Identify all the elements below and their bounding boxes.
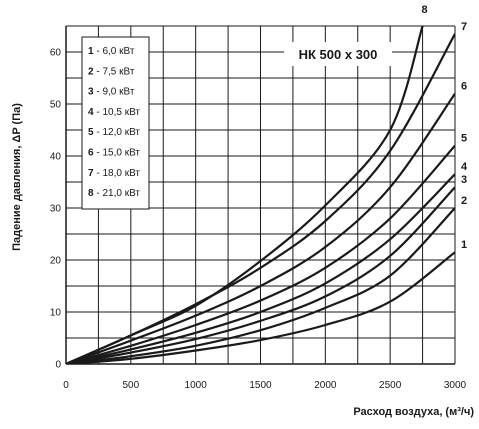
curve-label-4: 4 bbox=[461, 161, 468, 173]
curve-label-5: 5 bbox=[461, 133, 467, 145]
curve-label-2: 2 bbox=[461, 195, 467, 207]
y-tick-label: 50 bbox=[50, 100, 62, 111]
x-tick-label: 2500 bbox=[379, 380, 402, 391]
x-tick-label: 500 bbox=[122, 380, 139, 391]
series-line-8 bbox=[66, 26, 424, 364]
series-line-6 bbox=[66, 92, 455, 364]
tick-labels: 0 500 1000 1500 2000 2500 3000 0 10 20 30 40 50 60 bbox=[50, 48, 467, 392]
legend-entry-6: 6 - 15,0 кВт bbox=[88, 148, 140, 159]
chart-title-box: НК 500 х 300 bbox=[284, 42, 392, 66]
chart-title: НК 500 х 300 bbox=[299, 47, 378, 62]
series-line-5 bbox=[66, 144, 455, 364]
curves bbox=[66, 26, 455, 364]
legend-entry-3: 3 - 9,0 кВт bbox=[88, 87, 135, 98]
curve-labels: 1 2 34 5 6 7 8 bbox=[422, 4, 468, 251]
curve-label-1: 1 bbox=[461, 239, 467, 251]
curve-label-7: 7 bbox=[461, 21, 467, 33]
curve-label-8: 8 bbox=[422, 4, 428, 16]
y-axis-title: Падение давления, ΔP (Па) bbox=[11, 103, 23, 251]
y-tick-label: 10 bbox=[50, 308, 62, 319]
legend-entry-7: 7 - 18,0 кВт bbox=[88, 168, 140, 179]
y-tick-label: 20 bbox=[50, 256, 62, 267]
legend-box bbox=[81, 36, 150, 210]
y-tick-label: 40 bbox=[50, 152, 62, 163]
x-tick-label: 1500 bbox=[249, 380, 272, 391]
legend: 1 - 6,0 кВт 2 - 7,5 кВт 3 - 9,0 кВт 4 - 10,… bbox=[81, 36, 150, 210]
legend-entry-4: 4 - 10,5 кВт bbox=[88, 107, 140, 118]
curve-label-6: 6 bbox=[461, 81, 467, 93]
y-tick-label: 60 bbox=[50, 48, 62, 59]
y-tick-label: 0 bbox=[55, 360, 61, 371]
x-tick-label: 2000 bbox=[314, 380, 337, 391]
axes bbox=[65, 26, 455, 365]
x-tick-label: 0 bbox=[63, 380, 69, 391]
x-tick-label: 1000 bbox=[185, 380, 208, 391]
legend-entry-5: 5 - 12,0 кВт bbox=[88, 127, 140, 138]
x-tick-label: 3000 bbox=[444, 380, 467, 391]
series-line-2 bbox=[66, 207, 455, 364]
series-line-1 bbox=[66, 251, 455, 364]
series-line-4 bbox=[66, 173, 455, 364]
legend-entry-8: 8 - 21,0 кВт bbox=[88, 188, 140, 199]
curve-label-3: 3 bbox=[461, 174, 467, 186]
y-tick-label: 30 bbox=[50, 204, 62, 215]
legend-entry-1: 1 - 6,0 кВт bbox=[88, 46, 135, 57]
x-axis-title: Расход воздуха, (м³/ч) bbox=[353, 406, 474, 418]
legend-entry-2: 2 - 7,5 кВт bbox=[88, 66, 135, 77]
series-line-3 bbox=[66, 186, 455, 364]
